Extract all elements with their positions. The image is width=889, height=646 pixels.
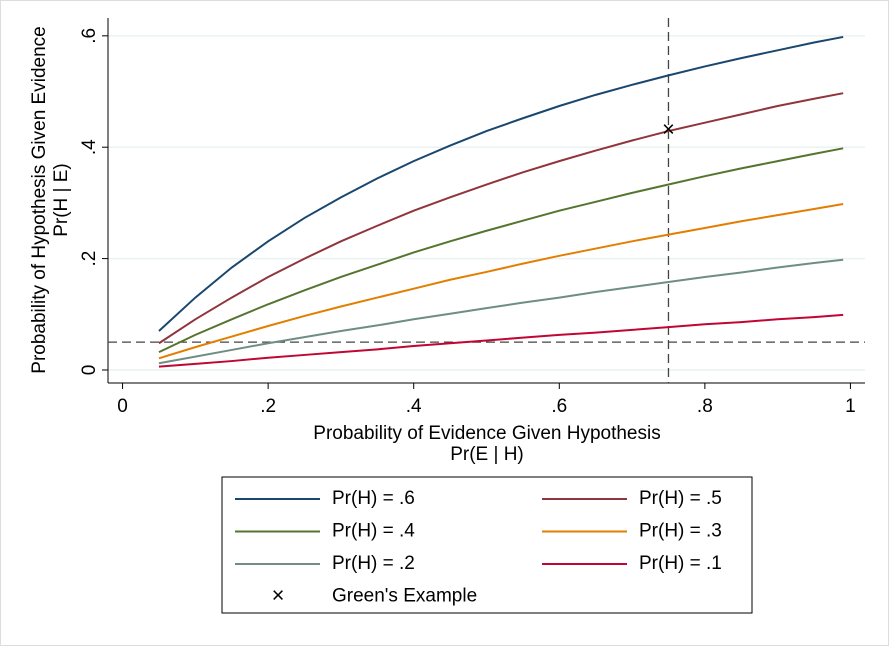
x-axis-title: Probability of Evidence Given Hypothesis (313, 423, 660, 444)
legend-label: Pr(H) = .3 (639, 521, 722, 542)
legend-label: Pr(H) = .4 (332, 521, 415, 542)
legend-label: Green's Example (332, 586, 477, 607)
x-tick-label: .2 (260, 396, 276, 417)
x-tick-label: 1 (845, 396, 856, 417)
series-line (158, 313, 844, 368)
legend-label: Pr(H) = .5 (639, 488, 722, 509)
series-line (158, 92, 844, 345)
legend-label: Pr(H) = .6 (332, 488, 415, 509)
x-tick-label: 0 (117, 396, 128, 417)
legend-marker: × (272, 582, 285, 607)
y-tick-label: 0 (79, 365, 100, 376)
y-axis-title: Probability of Hypothesis Given Evidence (29, 26, 50, 373)
series-line (158, 147, 844, 354)
x-tick-label: .4 (406, 396, 422, 417)
y-tick-label: .4 (79, 139, 100, 155)
y-axis-subtitle: Pr(H | E) (51, 163, 72, 237)
point-marker: × (662, 116, 675, 141)
y-tick-label: .2 (79, 251, 100, 267)
legend-label: Pr(H) = .1 (639, 553, 722, 574)
series-line (158, 258, 844, 365)
legend-label: Pr(H) = .2 (332, 553, 415, 574)
y-tick-label: .6 (79, 28, 100, 44)
series-line (158, 35, 844, 332)
x-tick-label: .8 (697, 396, 713, 417)
x-tick-label: .6 (551, 396, 567, 417)
x-axis-subtitle: Pr(E | H) (450, 444, 524, 465)
series-line (158, 203, 844, 360)
